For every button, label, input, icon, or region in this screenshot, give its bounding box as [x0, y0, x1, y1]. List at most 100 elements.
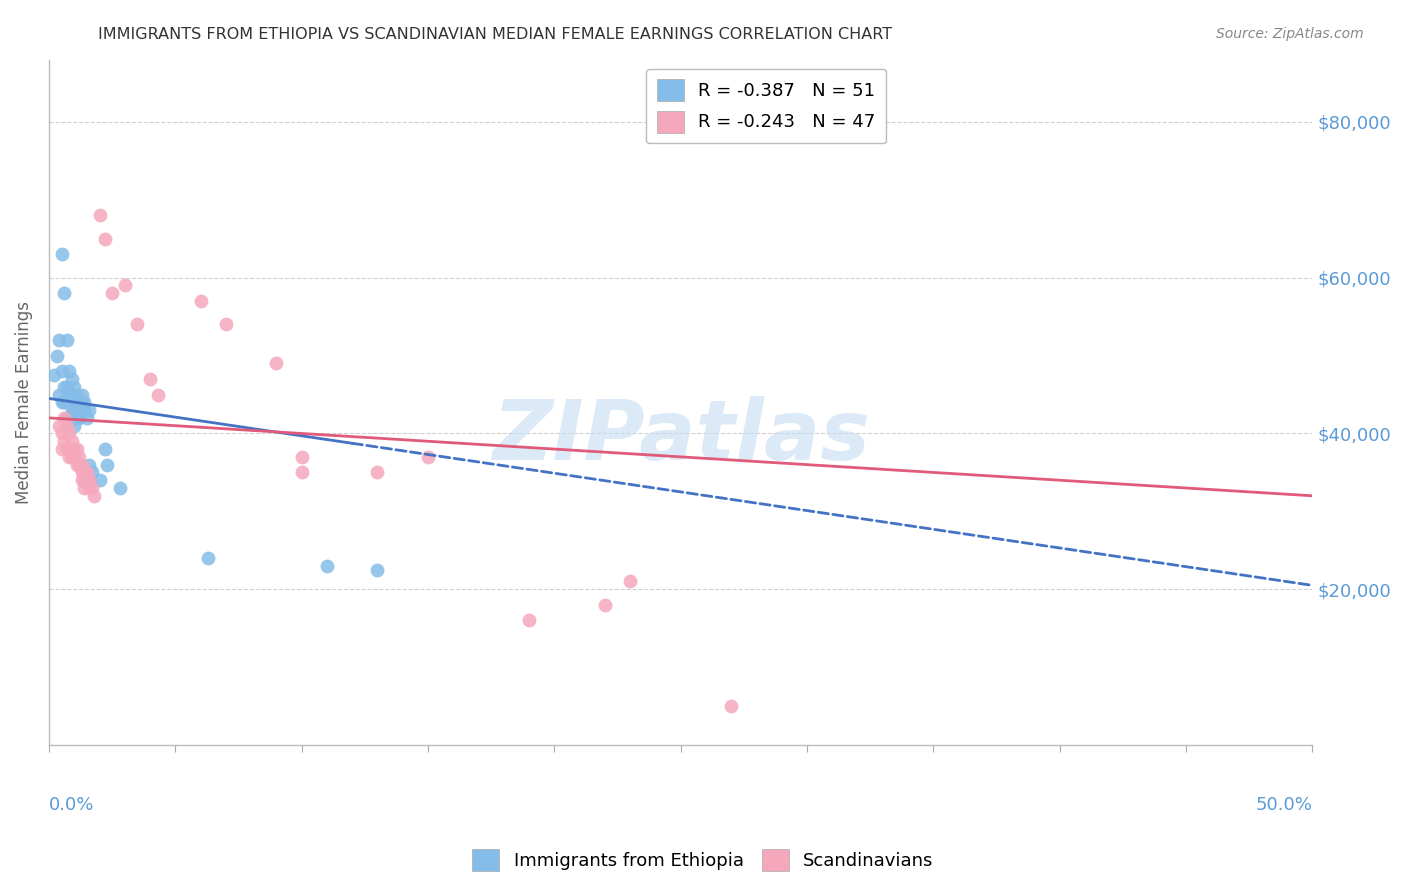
Point [63, 395, 86, 409]
Point [63, 450, 86, 464]
Point [63, 410, 86, 425]
Point [190, 294, 212, 309]
Point [66, 387, 89, 401]
Point [67, 450, 90, 464]
Point [53, 410, 76, 425]
Point [55, 442, 77, 456]
Point [60, 434, 83, 449]
Point [73, 403, 96, 417]
Point [127, 318, 149, 332]
Point [51, 395, 73, 409]
Point [45, 349, 67, 363]
Point [53, 380, 76, 394]
Text: 50.0%: 50.0% [1256, 797, 1312, 814]
Point [55, 395, 77, 409]
Point [93, 232, 115, 246]
Point [720, 699, 742, 714]
Point [55, 418, 77, 433]
Point [58, 395, 80, 409]
Point [197, 551, 219, 566]
Point [66, 395, 89, 409]
Point [55, 380, 77, 394]
Point [51, 364, 73, 378]
Point [316, 558, 339, 573]
Point [53, 434, 76, 449]
Point [66, 403, 89, 417]
Point [366, 466, 388, 480]
Point [79, 458, 101, 472]
Point [89, 473, 111, 487]
Point [70, 403, 93, 417]
Point [73, 466, 96, 480]
Point [63, 418, 86, 433]
Point [366, 563, 388, 577]
Point [42, 368, 65, 382]
Y-axis label: Median Female Earnings: Median Female Earnings [15, 301, 32, 504]
Point [58, 410, 80, 425]
Point [66, 410, 89, 425]
Point [76, 466, 98, 480]
Point [51, 247, 73, 261]
Point [593, 598, 616, 612]
Point [63, 403, 86, 417]
Point [79, 403, 101, 417]
Point [619, 574, 641, 589]
Legend: Immigrants from Ethiopia, Scandinavians: Immigrants from Ethiopia, Scandinavians [465, 842, 941, 879]
Point [291, 450, 314, 464]
Point [55, 333, 77, 347]
Point [79, 473, 101, 487]
Point [108, 481, 131, 495]
Point [66, 458, 89, 472]
Point [58, 364, 80, 378]
Point [66, 442, 89, 456]
Point [93, 442, 115, 456]
Point [48, 418, 70, 433]
Point [67, 458, 90, 472]
Point [114, 278, 136, 293]
Point [139, 372, 162, 386]
Point [58, 387, 80, 401]
Point [60, 450, 83, 464]
Point [101, 286, 124, 301]
Text: 0.0%: 0.0% [49, 797, 94, 814]
Legend: R = -0.387   N = 51, R = -0.243   N = 47: R = -0.387 N = 51, R = -0.243 N = 47 [645, 69, 886, 144]
Point [79, 481, 101, 495]
Point [48, 387, 70, 401]
Point [63, 442, 86, 456]
Point [51, 426, 73, 441]
Point [63, 380, 86, 394]
Point [70, 466, 93, 480]
Point [73, 473, 96, 487]
Point [146, 387, 169, 401]
Point [80, 481, 103, 495]
Point [73, 481, 96, 495]
Point [67, 395, 90, 409]
Point [58, 450, 80, 464]
Point [70, 395, 93, 409]
Point [53, 395, 76, 409]
Point [96, 458, 118, 472]
Point [80, 466, 103, 480]
Point [67, 410, 90, 425]
Point [60, 410, 83, 425]
Point [48, 333, 70, 347]
Point [60, 372, 83, 386]
Point [60, 403, 83, 417]
Point [215, 318, 238, 332]
Text: Source: ZipAtlas.com: Source: ZipAtlas.com [1216, 27, 1364, 41]
Point [70, 458, 93, 472]
Text: IMMIGRANTS FROM ETHIOPIA VS SCANDINAVIAN MEDIAN FEMALE EARNINGS CORRELATION CHAR: IMMIGRANTS FROM ETHIOPIA VS SCANDINAVIAN… [98, 27, 893, 42]
Point [55, 410, 77, 425]
Point [70, 473, 93, 487]
Point [53, 286, 76, 301]
Point [60, 387, 83, 401]
Point [76, 410, 98, 425]
Point [58, 426, 80, 441]
Point [89, 208, 111, 222]
Point [291, 466, 314, 480]
Point [83, 489, 105, 503]
Point [76, 466, 98, 480]
Point [266, 356, 288, 370]
Point [73, 395, 96, 409]
Point [67, 403, 90, 417]
